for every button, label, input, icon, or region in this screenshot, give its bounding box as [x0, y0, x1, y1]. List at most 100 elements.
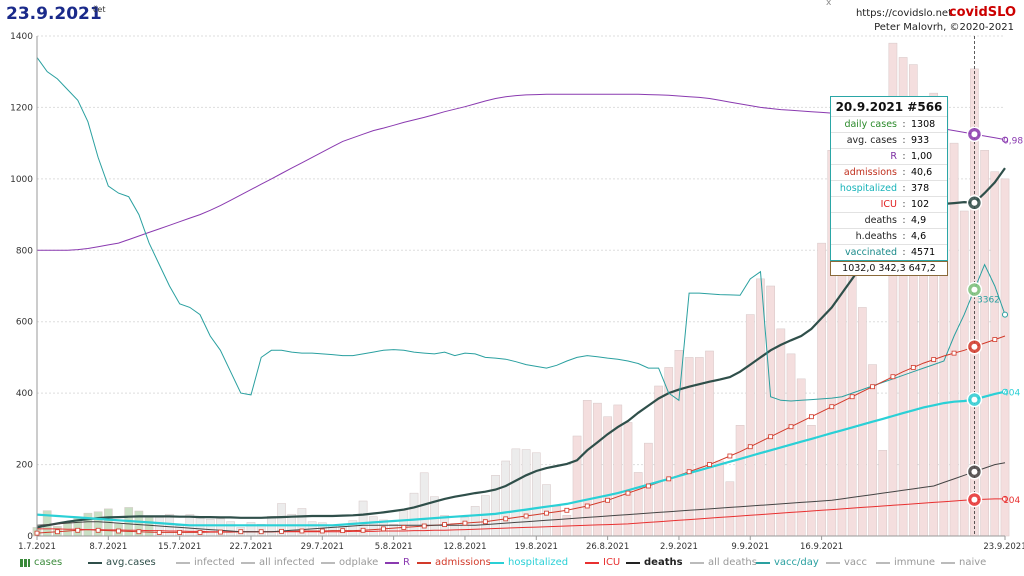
- legend-item[interactable]: hospitalized: [490, 557, 568, 568]
- legend-item[interactable]: infected: [176, 557, 235, 568]
- tooltip-title: 20.9.2021 #566: [835, 100, 943, 114]
- bars-icon: [20, 558, 30, 567]
- tooltip-value: 1308: [911, 119, 936, 130]
- admission-marker: [809, 414, 814, 420]
- highlight-ring-center: [971, 468, 978, 475]
- cases-bar: [633, 472, 643, 537]
- tooltip-row: avg. cases:933: [831, 132, 947, 149]
- highlight-ring-center: [971, 496, 978, 503]
- x-tick-label: 26.8.2021: [586, 542, 629, 552]
- legend-item[interactable]: naive: [941, 557, 986, 568]
- cases-bar: [470, 506, 480, 537]
- legend-label: hospitalized: [508, 557, 569, 568]
- line-swatch-icon: [490, 561, 504, 564]
- tooltip-label: avg. cases: [846, 135, 897, 146]
- admission-marker: [584, 503, 590, 509]
- legend-item[interactable]: vacc: [826, 557, 867, 568]
- axes: 0 200 400 600 800 1000 1200 1400 1.7.2021 8.7.202…: [10, 32, 1024, 552]
- cases-bar: [399, 510, 409, 537]
- cases-bar: [582, 400, 592, 537]
- admission-marker: [992, 337, 998, 342]
- legend-item[interactable]: admissions: [417, 557, 491, 568]
- cases-bar: [531, 452, 541, 537]
- admission-marker: [707, 462, 712, 467]
- legend-item[interactable]: odplake: [321, 557, 378, 568]
- cases-bar: [409, 492, 419, 537]
- tooltip-row: R:1,00: [831, 148, 947, 165]
- cases-bar: [205, 518, 215, 537]
- cases-bar: [460, 517, 470, 537]
- admission-marker: [849, 394, 855, 400]
- legend-item[interactable]: avg.cases: [88, 557, 156, 568]
- line-swatch-icon: [585, 561, 599, 564]
- end-dot: [1002, 388, 1008, 395]
- admission-marker: [197, 530, 203, 535]
- tooltip-sep: :: [902, 183, 906, 194]
- admission-marker: [136, 529, 142, 535]
- line-swatch-icon: [385, 561, 399, 564]
- cases-bar: [766, 285, 775, 537]
- tooltip-value: 1,00: [911, 151, 933, 162]
- admission-marker: [319, 528, 325, 534]
- cases-bar: [623, 422, 633, 537]
- admission-marker: [503, 516, 509, 522]
- cases-bar: [796, 378, 806, 537]
- x-tick-label: 15.7.2021: [158, 542, 201, 552]
- cases-bar: [990, 171, 1000, 537]
- end-label-hospitalized: 404: [1003, 389, 1020, 399]
- tooltip-label: R: [890, 151, 897, 162]
- close-icon[interactable]: x: [826, 0, 832, 8]
- legend-item[interactable]: cases: [20, 557, 62, 568]
- line-swatch-icon: [88, 561, 102, 564]
- legend-item[interactable]: all deaths: [690, 557, 757, 568]
- tooltip-sep: :: [902, 199, 906, 210]
- admission-marker: [747, 444, 753, 450]
- chart-legend: cases avg.cases infected all infected odplak…: [0, 552, 1024, 574]
- y-tick-label: 800: [16, 246, 33, 256]
- tooltip-value: 102: [911, 199, 930, 210]
- legend-item[interactable]: vacc/day: [756, 557, 819, 568]
- admission-marker: [340, 528, 346, 534]
- admission-marker: [54, 529, 60, 535]
- tooltip-value: 4,6: [911, 231, 927, 242]
- legend-label: avg.cases: [106, 557, 156, 568]
- cases-bar: [756, 278, 765, 537]
- tooltip-row: admissions:40,6: [831, 164, 947, 181]
- legend-item[interactable]: immune: [876, 557, 935, 568]
- cases-bar: [521, 449, 531, 537]
- highlight-ring-center: [971, 343, 978, 350]
- legend-item[interactable]: all infected: [241, 557, 315, 568]
- line-swatch-icon: [241, 561, 255, 564]
- admission-marker: [727, 453, 733, 459]
- legend-label: all deaths: [708, 557, 757, 568]
- legend-label: vacc: [844, 557, 868, 568]
- line-swatch-icon: [756, 561, 770, 564]
- x-tick-label: 5.8.2021: [375, 542, 413, 552]
- legend-label: immune: [894, 557, 936, 568]
- admission-marker: [442, 522, 447, 527]
- x-tick-label: 2.9.2021: [660, 542, 698, 552]
- cases-bar: [144, 517, 154, 537]
- y-tick-label: 1400: [10, 32, 33, 42]
- cases-bar: [83, 512, 93, 537]
- line-swatch-icon: [941, 561, 955, 564]
- admission-marker: [156, 530, 162, 535]
- site-url[interactable]: https://covidslo.net: [855, 8, 952, 19]
- x-tick-label: 29.7.2021: [301, 542, 344, 552]
- cases-bar: [501, 460, 511, 537]
- admission-marker: [605, 497, 611, 503]
- legend-item[interactable]: R: [385, 557, 410, 568]
- tooltip-row: ICU:102: [831, 196, 947, 213]
- tooltip-value: 378: [911, 183, 930, 194]
- admission-marker: [870, 384, 875, 390]
- admission-marker: [462, 520, 468, 526]
- end-dot: [1002, 311, 1008, 318]
- cases-bar: [745, 314, 755, 537]
- x-tick-label: 23.9.2021: [983, 542, 1024, 552]
- admission-marker: [299, 528, 305, 534]
- tooltip-label: ICU: [880, 199, 897, 210]
- tooltip-sep: :: [902, 231, 906, 242]
- legend-item[interactable]: deaths: [626, 557, 683, 568]
- legend-item[interactable]: ICU: [585, 557, 620, 568]
